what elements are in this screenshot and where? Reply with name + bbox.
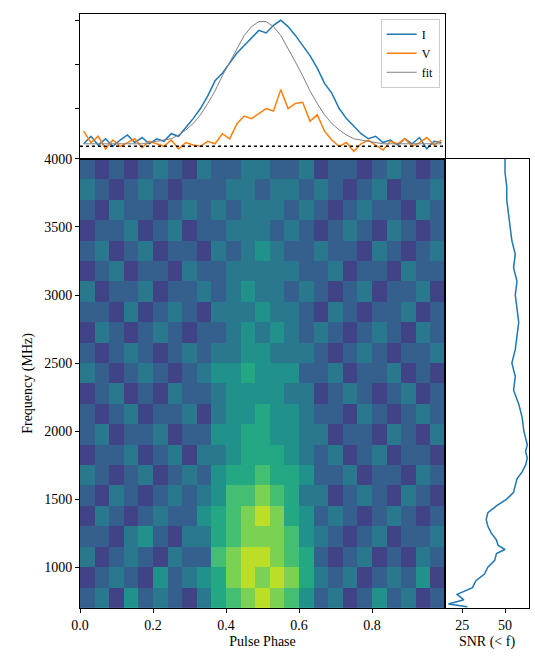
svg-text:2000: 2000 [44, 424, 72, 439]
svg-text:V: V [422, 47, 431, 61]
svg-text:2500: 2500 [44, 356, 72, 371]
svg-text:0.0: 0.0 [71, 618, 89, 633]
svg-text:0.6: 0.6 [290, 618, 308, 633]
svg-text:1500: 1500 [44, 492, 72, 507]
svg-text:3500: 3500 [44, 220, 72, 235]
svg-text:0.8: 0.8 [363, 618, 381, 633]
svg-text:50: 50 [498, 618, 512, 633]
svg-text:I: I [422, 28, 426, 42]
svg-text:fit: fit [422, 66, 433, 80]
svg-text:4000: 4000 [44, 152, 72, 167]
svg-text:1000: 1000 [44, 560, 72, 575]
svg-text:0.4: 0.4 [217, 618, 235, 633]
svg-text:25: 25 [455, 618, 469, 633]
svg-text:Frequency (MHz): Frequency (MHz) [20, 333, 36, 434]
svg-text:3000: 3000 [44, 288, 72, 303]
svg-text:0.2: 0.2 [144, 618, 162, 633]
svg-text:SNR (< f): SNR (< f) [459, 634, 515, 650]
svg-text:Pulse Phase: Pulse Phase [229, 634, 296, 649]
